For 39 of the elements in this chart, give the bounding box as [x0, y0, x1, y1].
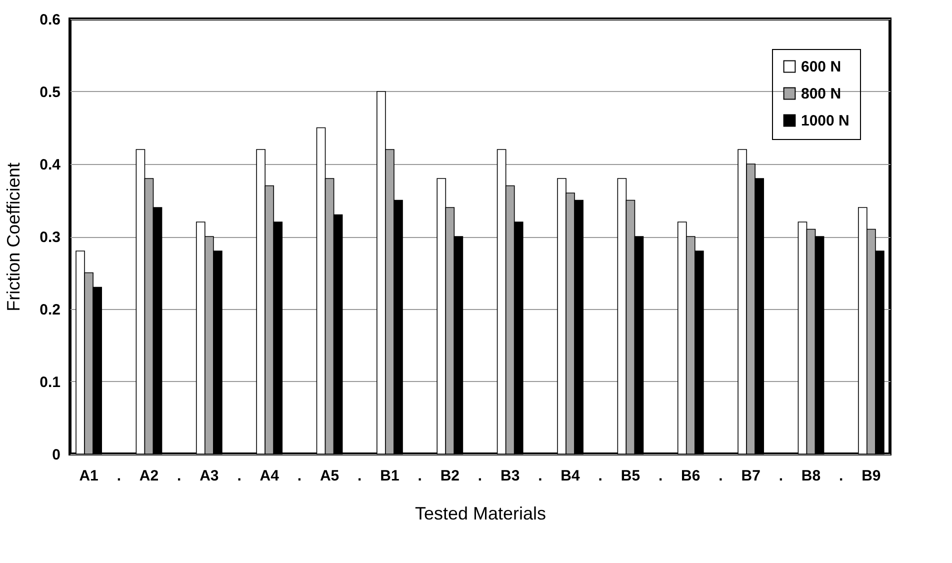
- x-tick-label: .: [358, 468, 362, 484]
- y-tick-label: 0.3: [40, 229, 60, 246]
- y-tick-label: 0.5: [40, 84, 60, 101]
- x-tick-label: .: [598, 468, 602, 484]
- x-tick-label: B2: [440, 468, 460, 484]
- x-tick-label: A5: [320, 468, 340, 484]
- x-tick-label: A4: [260, 468, 280, 484]
- x-tick-label: B7: [741, 468, 760, 484]
- x-axis-title: Tested Materials: [414, 504, 546, 524]
- x-tick-label: .: [718, 468, 723, 484]
- x-tick-label: .: [538, 468, 542, 484]
- y-tick-label: 0.6: [40, 12, 60, 28]
- x-tick-label: B6: [681, 468, 700, 484]
- y-tick-label: 0: [52, 446, 60, 464]
- x-tick-label: A2: [139, 468, 159, 484]
- x-tick-label: .: [176, 468, 182, 484]
- x-tick-label: A3: [200, 468, 219, 484]
- x-tick-label: B9: [862, 468, 881, 484]
- legend-label: 600 N: [801, 58, 842, 76]
- x-tick-label: B1: [380, 468, 400, 484]
- x-tick-label: B3: [500, 468, 520, 484]
- y-tick-label: 0.1: [40, 374, 60, 391]
- x-tick-label: .: [116, 468, 121, 484]
- y-tick-label: 0.2: [40, 302, 60, 318]
- x-tick-label: B5: [620, 468, 640, 484]
- x-tick-label: .: [418, 468, 422, 484]
- x-tick-label: B8: [801, 468, 821, 484]
- x-tick-label: .: [839, 468, 844, 484]
- x-tick-label: .: [297, 468, 302, 484]
- x-tick-label: .: [237, 468, 242, 484]
- legend-label: 1000 N: [801, 112, 850, 130]
- x-tick-label: .: [658, 468, 663, 484]
- x-tick-label: A1: [79, 468, 98, 484]
- x-tick-label: .: [478, 468, 482, 484]
- legend-label: 800 N: [801, 86, 842, 102]
- y-axis-title: Friction Coefficient: [4, 162, 24, 312]
- y-tick-label: 0.4: [40, 156, 62, 174]
- x-tick-label: B4: [560, 468, 581, 484]
- x-tick-label: .: [778, 468, 784, 484]
